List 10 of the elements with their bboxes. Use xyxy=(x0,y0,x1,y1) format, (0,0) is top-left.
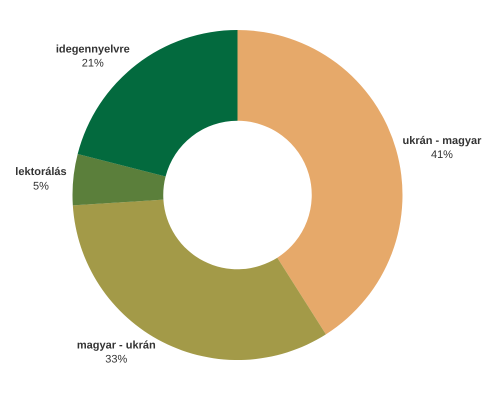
data-label: 33% xyxy=(105,354,128,366)
slice-label: lektorálás xyxy=(15,166,67,178)
slice-label: ukrán - magyar xyxy=(402,134,482,147)
data-label: 21% xyxy=(82,58,104,70)
data-label: 5% xyxy=(33,180,50,193)
donut-slice xyxy=(72,154,166,206)
donut-slice xyxy=(238,30,402,334)
slice-label: idegennyelvre xyxy=(56,43,130,56)
data-label: 41% xyxy=(430,149,454,162)
slice-label: magyar - ukrán xyxy=(76,339,156,352)
